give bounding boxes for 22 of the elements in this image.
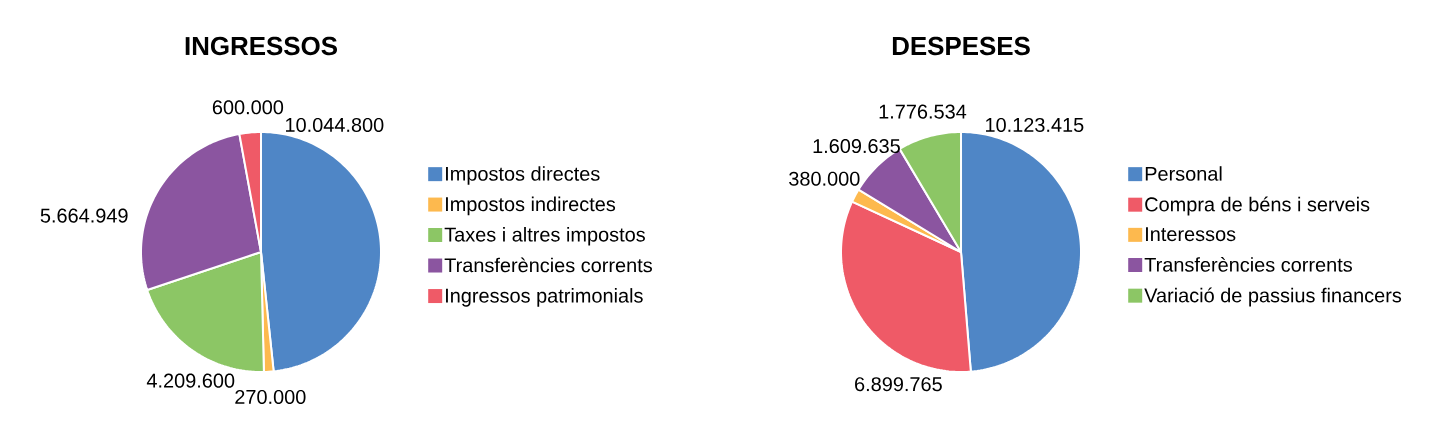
data-label: 270.000 xyxy=(235,389,306,405)
data-label: 6.899.765 xyxy=(855,377,942,392)
legend-label: Compra de béns i serveis xyxy=(1145,196,1370,216)
data-label: 10.123.415 xyxy=(986,117,1084,133)
legend-label: Transferències corrents xyxy=(1144,256,1352,272)
data-label: 1.776.534 xyxy=(879,104,967,119)
legend-label: Impostos indirectes xyxy=(446,196,616,216)
legend-label: Taxes i altres impostos xyxy=(444,227,645,246)
data-label: 600.000 xyxy=(212,100,284,115)
chart-title: DESPESES xyxy=(892,36,1030,56)
data-label: 4.209.600 xyxy=(146,373,235,388)
legend-label: Impostos directes xyxy=(446,166,600,185)
legend-label: Personal xyxy=(1145,166,1222,181)
data-label: 5.664.949 xyxy=(40,208,128,223)
legend-label: Transferències corrents xyxy=(444,257,652,273)
data-label: 10.044.800 xyxy=(286,117,384,133)
chart-title: INGRESSOS xyxy=(185,36,337,56)
data-label: 380.000 xyxy=(789,171,860,186)
legend-label: Variació de passius financers xyxy=(1144,287,1402,307)
legend-label: Ingressos patrimonials xyxy=(446,288,643,307)
legend-label: Interessos xyxy=(1146,227,1236,242)
data-label: 1.609.635 xyxy=(813,139,900,154)
